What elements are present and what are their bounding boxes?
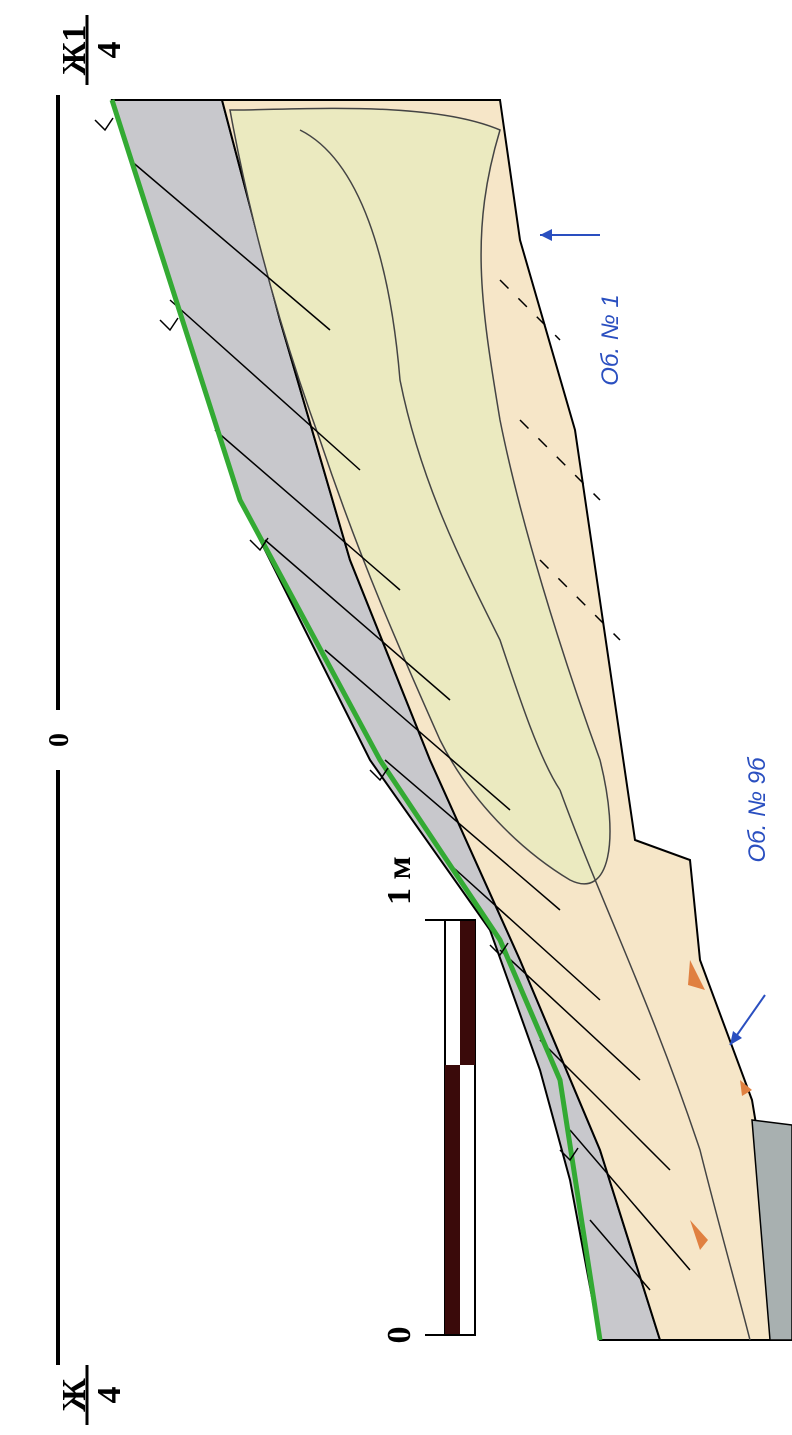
contact bbox=[299, 129, 561, 791]
arrow-head bbox=[730, 1031, 742, 1045]
zero-mark: 0 bbox=[44, 733, 75, 747]
annotation: Об. № 1 bbox=[597, 294, 624, 386]
scale-bar bbox=[425, 919, 476, 1336]
contact bbox=[559, 789, 751, 1341]
ticks bbox=[94, 117, 579, 1162]
scale-start: 0 bbox=[381, 1327, 418, 1344]
inclusion bbox=[688, 960, 705, 990]
inclusion bbox=[690, 1220, 708, 1250]
ground-surface bbox=[109, 99, 603, 1341]
label-lower: 4 bbox=[91, 1387, 128, 1404]
hatch bbox=[129, 159, 691, 1291]
arrow-head bbox=[540, 229, 552, 241]
bedrock bbox=[751, 1119, 792, 1341]
label-lower: 4 bbox=[91, 42, 128, 59]
inclusion bbox=[740, 1080, 752, 1096]
scale-end: 1 м bbox=[381, 856, 418, 905]
lens bbox=[229, 107, 611, 885]
annotation: Об. № 9б bbox=[744, 756, 771, 863]
